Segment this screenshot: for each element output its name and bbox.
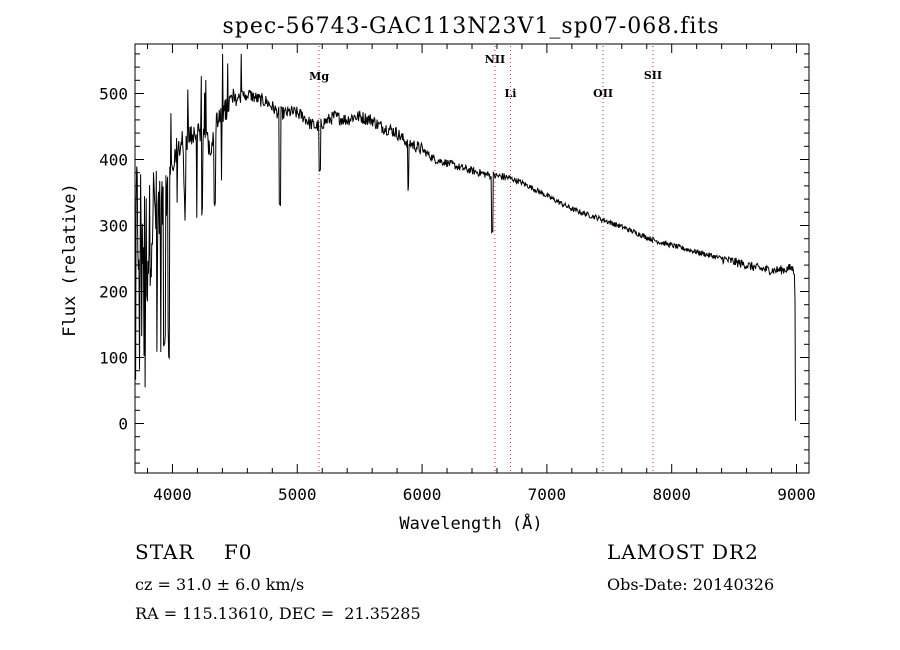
redshift-text: cz = 31.0 ± 6.0 km/s bbox=[135, 575, 305, 594]
spectrum-line bbox=[134, 53, 797, 421]
x-tick-label: 8000 bbox=[652, 485, 691, 504]
y-tick-label: 400 bbox=[99, 151, 128, 170]
y-tick-label: 500 bbox=[99, 85, 128, 104]
y-tick-label: 0 bbox=[118, 415, 128, 434]
x-tick-label: 9000 bbox=[777, 485, 816, 504]
y-tick-label: 100 bbox=[99, 349, 128, 368]
survey-name: LAMOST DR2 bbox=[607, 540, 759, 564]
line-marker-label: SII bbox=[644, 69, 662, 82]
coordinates: RA = 115.13610, DEC = 21.35285 bbox=[135, 604, 421, 623]
line-marker-label: OII bbox=[593, 87, 613, 100]
x-tick-label: 5000 bbox=[278, 485, 317, 504]
y-tick-label: 300 bbox=[99, 217, 128, 236]
line-marker-label: NII bbox=[485, 53, 505, 66]
x-axis-label: Wavelength (Å) bbox=[399, 512, 542, 534]
line-marker-label: Li bbox=[504, 87, 516, 100]
y-axis-label: Flux (relative) bbox=[60, 183, 80, 337]
x-tick-label: 4000 bbox=[153, 485, 192, 504]
x-tick-label: 7000 bbox=[528, 485, 567, 504]
x-tick-label: 6000 bbox=[403, 485, 442, 504]
obs-date: Obs-Date: 20140326 bbox=[607, 575, 775, 594]
line-markers: Mg NII Li OII SII bbox=[309, 46, 662, 471]
plot-frame bbox=[134, 43, 810, 474]
chart-title: spec-56743-GAC113N23V1_sp07-068.fits bbox=[222, 14, 719, 39]
line-marker-label: Mg bbox=[309, 70, 329, 83]
axis-ticks: 4000 5000 6000 7000 8000 9000 0 100 200 300 400 500 bbox=[99, 44, 816, 504]
y-tick-label: 200 bbox=[99, 283, 128, 302]
object-class: STAR F0 bbox=[135, 540, 253, 564]
spectrum-chart: spec-56743-GAC113N23V1_sp07-068.fits Flu… bbox=[60, 14, 816, 534]
